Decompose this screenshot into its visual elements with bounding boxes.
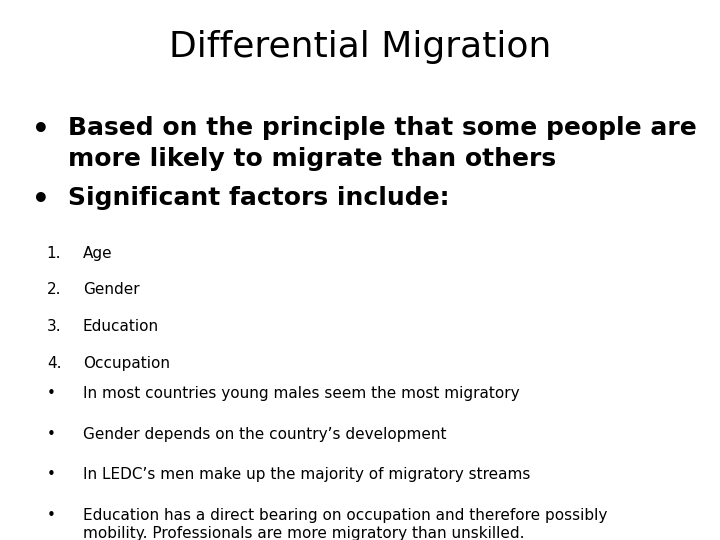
Text: •: • (32, 116, 50, 144)
Text: Significant factors include:: Significant factors include: (68, 186, 450, 210)
Text: •: • (47, 467, 55, 482)
Text: Education: Education (83, 319, 159, 334)
Text: •: • (47, 427, 55, 442)
Text: In LEDC’s men make up the majority of migratory streams: In LEDC’s men make up the majority of mi… (83, 467, 530, 482)
Text: Gender: Gender (83, 282, 140, 298)
Text: Based on the principle that some people are
more likely to migrate than others: Based on the principle that some people … (68, 116, 697, 171)
Text: Age: Age (83, 246, 112, 261)
Text: 2.: 2. (47, 282, 61, 298)
Text: •: • (32, 186, 50, 214)
Text: 1.: 1. (47, 246, 61, 261)
Text: 4.: 4. (47, 356, 61, 371)
Text: •: • (47, 508, 55, 523)
Text: Gender depends on the country’s development: Gender depends on the country’s developm… (83, 427, 446, 442)
Text: 3.: 3. (47, 319, 61, 334)
Text: Occupation: Occupation (83, 356, 170, 371)
Text: •: • (47, 386, 55, 401)
Text: In most countries young males seem the most migratory: In most countries young males seem the m… (83, 386, 519, 401)
Text: Differential Migration: Differential Migration (168, 30, 552, 64)
Text: Education has a direct bearing on occupation and therefore possibly
mobility. Pr: Education has a direct bearing on occupa… (83, 508, 607, 540)
